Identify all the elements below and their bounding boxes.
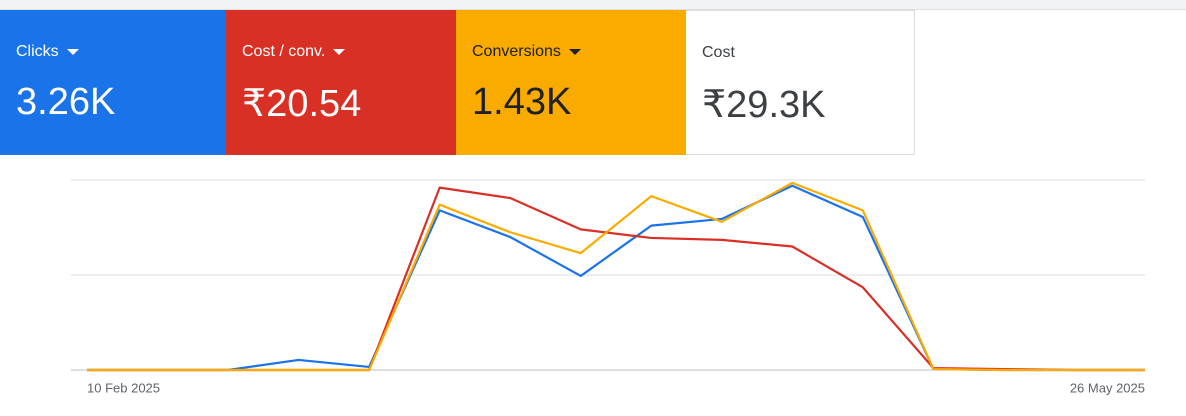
metric-label: Conversions bbox=[472, 43, 686, 61]
x-tick-label: 26 May 2025 bbox=[1070, 380, 1145, 395]
metric-card[interactable]: Conversions 1.43K bbox=[456, 10, 686, 155]
metric-value: ₹29.3K bbox=[702, 84, 826, 126]
metric-card[interactable]: Cost / conv. ₹20.54 bbox=[226, 10, 456, 155]
series-line bbox=[87, 181, 1145, 372]
top-bar bbox=[0, 0, 1186, 10]
metric-label: Cost bbox=[702, 44, 914, 62]
dropdown-caret bbox=[66, 49, 79, 55]
metric-value: 3.26K bbox=[16, 81, 116, 123]
metric-label: Cost / conv. bbox=[242, 43, 456, 61]
metric-card[interactable]: Cost ₹29.3K bbox=[686, 10, 915, 155]
dropdown-caret bbox=[568, 49, 581, 55]
series-line bbox=[87, 186, 1145, 372]
metric-card[interactable]: Clicks 3.26K bbox=[0, 10, 226, 155]
dropdown-caret bbox=[333, 49, 346, 55]
metric-name: Cost bbox=[702, 44, 735, 61]
x-tick-label: 10 Feb 2025 bbox=[87, 380, 160, 395]
metric-name: Conversions bbox=[472, 43, 561, 60]
metric-value: 1.43K bbox=[472, 81, 572, 123]
metric-label: Clicks bbox=[16, 43, 226, 61]
metric-name: Cost / conv. bbox=[242, 43, 326, 60]
metric-name: Clicks bbox=[16, 43, 59, 60]
metric-value: ₹20.54 bbox=[242, 83, 362, 125]
metric-cards: Clicks 3.26K Cost / conv. ₹20.54 Conversions… bbox=[0, 10, 915, 155]
series-line bbox=[87, 184, 1145, 372]
